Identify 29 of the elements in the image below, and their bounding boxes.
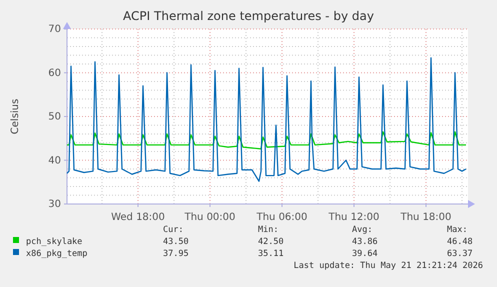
text: 35.11 [258, 249, 284, 259]
y-tick-label: 60 [48, 68, 61, 79]
chart-title: ACPI Thermal zone temperatures - by day [123, 9, 374, 23]
x-tick-label: Thu 06:00 [256, 212, 308, 223]
text: 43.50 [163, 237, 189, 247]
text: 43.86 [352, 237, 378, 247]
text: Min: [258, 225, 278, 235]
x-tick-label: Thu 18:00 [400, 212, 452, 223]
text: 39.64 [352, 249, 378, 259]
y-tick-label: 30 [48, 199, 61, 210]
text: Max: [447, 225, 468, 235]
line-series [66, 57, 467, 182]
x-tick-label: Thu 12:00 [328, 212, 380, 223]
y-tick-label: 40 [48, 155, 61, 166]
y-tick-label: 70 [48, 24, 61, 36]
x-tick-label: Thu 00:00 [184, 212, 236, 223]
text: 46.48 [447, 237, 473, 247]
x-tick-label: Wed 18:00 [111, 212, 165, 223]
legend-label: pch_skylake [26, 237, 82, 247]
text: 42.50 [258, 237, 284, 247]
line-series [66, 131, 467, 150]
text: 37.95 [163, 249, 189, 259]
text: Cur: [163, 225, 184, 235]
y-axis-title: Celsius [10, 98, 21, 134]
text: Avg: [352, 225, 372, 235]
text: Last update: Thu May 21 21:21:24 2026 [294, 261, 483, 271]
y-tick-label: 50 [48, 112, 61, 123]
text: 63.37 [447, 249, 473, 259]
legend-label: x86_pkg_temp [26, 249, 88, 259]
